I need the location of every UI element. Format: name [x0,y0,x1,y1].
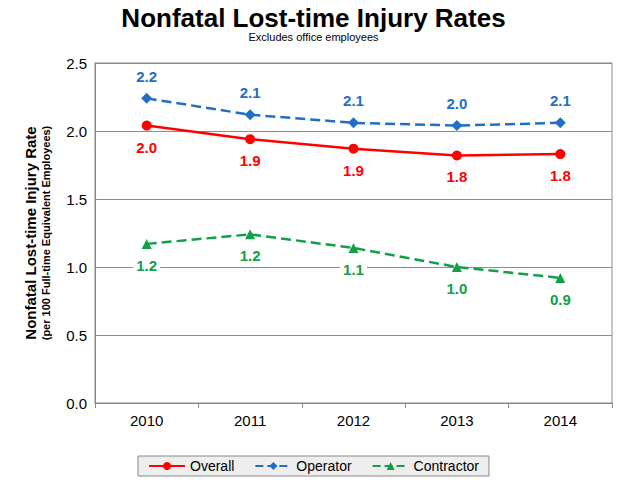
svg-text:2010: 2010 [130,412,163,429]
svg-text:1.5: 1.5 [66,191,87,208]
svg-text:1.2: 1.2 [240,247,261,264]
svg-text:2012: 2012 [337,412,370,429]
svg-text:2.0: 2.0 [446,95,467,112]
svg-text:1.8: 1.8 [446,168,467,185]
svg-text:1.2: 1.2 [136,257,157,274]
svg-text:Operator: Operator [296,458,352,474]
svg-text:1.1: 1.1 [343,261,364,278]
svg-text:2.2: 2.2 [136,68,157,85]
svg-text:2.1: 2.1 [550,92,571,109]
svg-text:0.0: 0.0 [66,395,87,412]
svg-text:1.8: 1.8 [550,167,571,184]
svg-text:2013: 2013 [440,412,473,429]
svg-text:Contractor: Contractor [414,458,480,474]
svg-text:2014: 2014 [544,412,577,429]
svg-text:2011: 2011 [234,412,266,429]
svg-text:2.1: 2.1 [343,92,364,109]
svg-text:Nonfatal Lost-time Injury Rate: Nonfatal Lost-time Injury Rates [121,3,505,33]
svg-text:1.0: 1.0 [446,280,467,297]
svg-text:Excludes office employees: Excludes office employees [248,31,379,43]
svg-text:1.9: 1.9 [240,152,261,169]
svg-text:0.5: 0.5 [66,327,87,344]
svg-text:Overall: Overall [190,458,234,474]
svg-text:(per 100 Full-time Equivalent: (per 100 Full-time Equivalent Employees) [40,125,52,340]
svg-text:1.0: 1.0 [66,259,87,276]
svg-text:1.9: 1.9 [343,162,364,179]
svg-text:Nonfatal Lost-time Injury Rate: Nonfatal Lost-time Injury Rate [22,126,39,339]
svg-text:2.5: 2.5 [66,55,87,72]
svg-text:2.1: 2.1 [240,84,261,101]
svg-text:2.0: 2.0 [66,123,87,140]
svg-text:0.9: 0.9 [550,291,571,308]
svg-text:2.0: 2.0 [136,139,157,156]
